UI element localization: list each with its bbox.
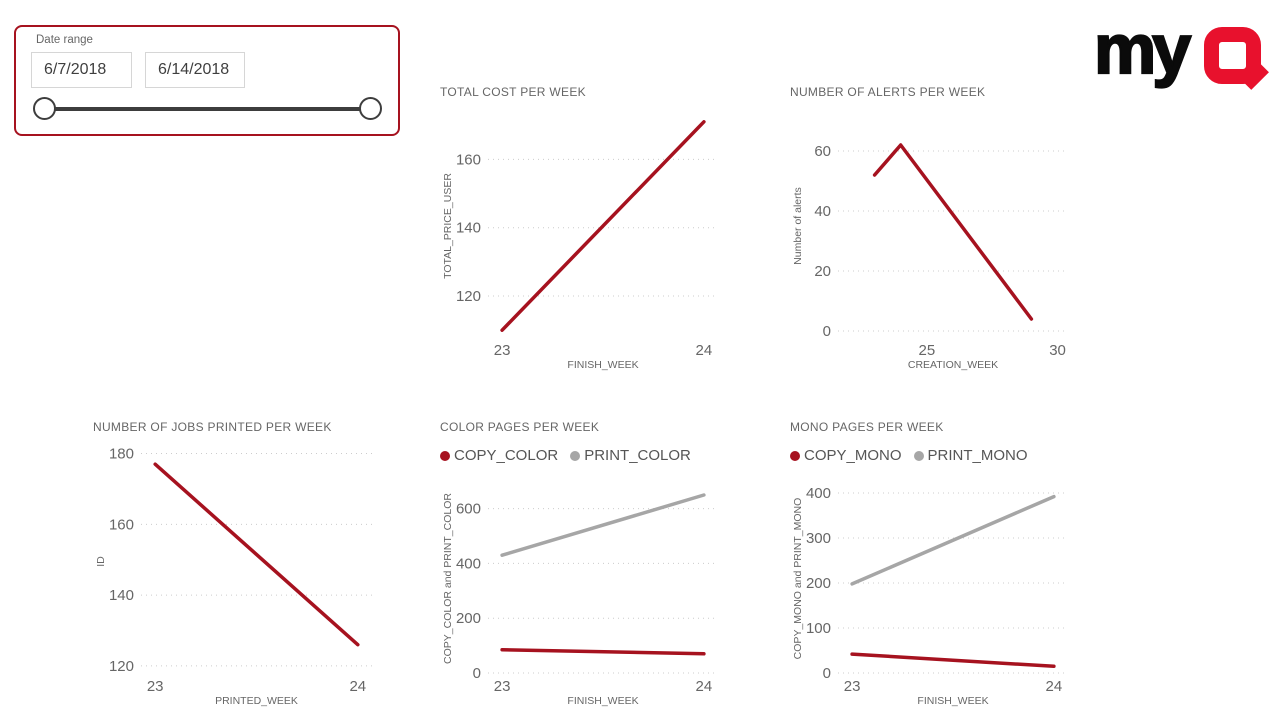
x-axis-label: PRINTED_WEEK — [215, 695, 298, 707]
y-tick-label: 40 — [814, 203, 831, 220]
y-tick-label: 600 — [456, 501, 481, 518]
y-tick-label: 180 — [109, 446, 134, 463]
y-axis-label: COPY_MONO and PRINT_MONO — [792, 498, 804, 660]
y-tick-label: 140 — [109, 587, 134, 604]
myq-logo-q — [1204, 27, 1261, 84]
legend-dot-icon — [790, 450, 800, 461]
chart-number-of-jobs-printed-per-week[interactable]: NUMBER OF JOBS PRINTED PER WEEK 120 140 160… — [93, 420, 386, 713]
legend-dot-icon — [570, 450, 581, 461]
series-line-COPY_COLOR[interactable] — [500, 647, 706, 656]
y-tick-label: 100 — [806, 620, 831, 637]
x-axis-label: FINISH_WEEK — [567, 695, 638, 707]
y-tick-label: 0 — [823, 665, 831, 682]
chart-color-pages-per-week[interactable]: COLOR PAGES PER WEEK COPY_COLOR PRINT_COLO… — [440, 420, 732, 713]
y-axis-label: TOTAL_PRICE_USER — [442, 173, 454, 279]
myq-logo: my — [1093, 10, 1266, 94]
x-tick-label: 23 — [494, 342, 511, 359]
y-axis-label: ID — [95, 556, 107, 567]
chart-number-of-alerts-per-week[interactable]: NUMBER OF ALERTS PER WEEK 0 20 40 60 25 30 CREA… — [790, 85, 1082, 377]
y-axis-label: COPY_COLOR and PRINT_COLOR — [442, 493, 454, 664]
x-axis-label: FINISH_WEEK — [567, 359, 638, 371]
x-axis-label: CREATION_WEEK — [908, 359, 998, 371]
x-tick-label: 24 — [696, 678, 713, 695]
myq-logo-text: my — [1093, 10, 1192, 88]
legend: COPY_MONO PRINT_MONO — [790, 444, 1082, 478]
x-tick-label: 23 — [147, 678, 164, 695]
y-tick-label: 200 — [456, 610, 481, 627]
series-line-ID[interactable] — [153, 462, 360, 647]
x-tick-label: 24 — [349, 678, 366, 695]
x-axis-label: FINISH_WEEK — [917, 695, 988, 707]
x-tick-label: 23 — [494, 678, 511, 695]
legend-dot-icon — [440, 450, 450, 461]
date-range-slicer: Date range — [14, 25, 400, 136]
legend-label: COPY_COLOR — [454, 447, 559, 464]
y-tick-label: 300 — [806, 530, 831, 547]
x-tick-label: 25 — [919, 342, 936, 359]
y-tick-label: 160 — [109, 516, 134, 533]
y-tick-label: 120 — [456, 288, 481, 305]
y-tick-label: 60 — [814, 143, 831, 160]
y-tick-label: 0 — [823, 323, 831, 340]
chart-title: NUMBER OF ALERTS PER WEEK — [790, 85, 986, 99]
legend-item-COPY_MONO[interactable]: COPY_MONO — [790, 447, 902, 464]
y-tick-label: 400 — [456, 555, 481, 572]
x-tick-label: 24 — [1046, 678, 1063, 695]
chart-title: MONO PAGES PER WEEK — [790, 420, 944, 434]
x-tick-label: 30 — [1049, 342, 1066, 359]
y-tick-label: 140 — [456, 220, 481, 237]
date-range-slider — [33, 95, 382, 122]
chart-title: TOTAL COST PER WEEK — [440, 85, 586, 99]
series-line-PRINT_COLOR[interactable] — [500, 493, 706, 557]
slider-handle-end[interactable] — [359, 96, 382, 120]
slider-handle-start[interactable] — [33, 96, 56, 120]
plot-area: 0 200 400 600 23 24 FINISH_WEEK COPY_COLOR and … — [442, 493, 718, 707]
series-line-TOTAL_PRICE_USER[interactable] — [500, 120, 706, 332]
plot-area: 120 140 160 23 24 FINISH_WEEK TOTAL_PRICE_USER — [442, 120, 718, 371]
y-tick-label: 160 — [456, 151, 481, 168]
x-tick-label: 24 — [696, 342, 713, 359]
x-tick-label: 23 — [844, 678, 861, 695]
series-line-Number of alerts[interactable] — [872, 143, 1034, 321]
legend-dot-icon — [913, 450, 924, 461]
legend-label: PRINT_MONO — [927, 447, 1028, 464]
series-line-PRINT_MONO[interactable] — [850, 494, 1056, 586]
y-tick-label: 20 — [814, 263, 831, 280]
end-date-input[interactable] — [145, 52, 245, 88]
plot-area: 120 140 160 180 23 24 PRINTED_WEEK ID — [95, 446, 372, 707]
series-line-COPY_MONO[interactable] — [850, 652, 1056, 669]
y-tick-label: 0 — [473, 665, 481, 682]
date-range-label: Date range — [36, 34, 93, 46]
legend-item-COPY_COLOR[interactable]: COPY_COLOR — [440, 447, 558, 464]
legend-label: PRINT_COLOR — [584, 447, 691, 464]
slider-track[interactable] — [45, 107, 370, 111]
legend-label: COPY_MONO — [804, 447, 902, 464]
chart-total-cost-per-week[interactable]: TOTAL COST PER WEEK 120 140 160 23 24 FINISH_W… — [440, 85, 732, 377]
y-axis-label: Number of alerts — [792, 187, 804, 265]
y-tick-label: 200 — [806, 575, 831, 592]
plot-area: 0 20 40 60 25 30 CREATION_WEEK Number of alerts — [792, 143, 1068, 371]
chart-title: COLOR PAGES PER WEEK — [440, 420, 600, 434]
plot-area: 0 100 200 300 400 23 24 FINISH_WEEK COPY_MONO an… — [792, 485, 1068, 707]
start-date-input[interactable] — [31, 52, 132, 88]
y-tick-label: 400 — [806, 485, 831, 502]
y-tick-label: 120 — [109, 658, 134, 675]
legend: COPY_COLOR PRINT_COLOR — [440, 444, 732, 478]
chart-mono-pages-per-week[interactable]: MONO PAGES PER WEEK COPY_MONO PRINT_MONO 0 1… — [790, 420, 1082, 713]
legend-item-PRINT_COLOR[interactable]: PRINT_COLOR — [570, 447, 691, 464]
legend-item-PRINT_MONO[interactable]: PRINT_MONO — [913, 447, 1028, 464]
chart-title: NUMBER OF JOBS PRINTED PER WEEK — [93, 420, 332, 434]
